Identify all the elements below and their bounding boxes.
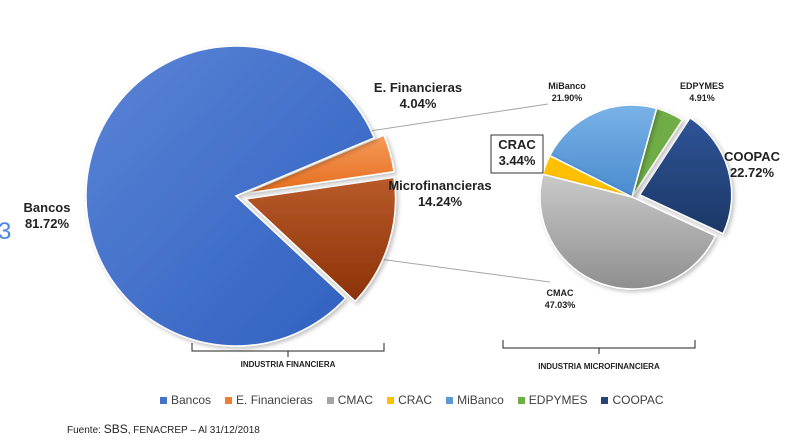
pie1-slice-microfinancieras xyxy=(243,176,397,303)
pie1-label-microfinancieras: Microfinancieras xyxy=(388,178,491,193)
legend-swatch-crac xyxy=(387,396,395,404)
legend-label-e-financieras: E. Financieras xyxy=(236,393,313,407)
pie1-value-bancos: 81.72% xyxy=(25,216,70,231)
legend-label-crac: CRAC xyxy=(398,393,433,407)
pie1-label-e-financieras: E. Financieras xyxy=(374,80,462,95)
legend-item-bancos: Bancos xyxy=(160,393,211,407)
pie2-value-mibanco: 21.90% xyxy=(552,93,583,103)
source-sbs: SBS xyxy=(103,422,128,436)
connector-lines xyxy=(369,103,551,283)
pie2-value-coopac: 22.72% xyxy=(730,165,775,180)
legend-swatch-coopac xyxy=(601,396,609,404)
pie2-label-crac: CRAC xyxy=(498,137,536,152)
legend-item-mibanco: MiBanco xyxy=(446,393,504,407)
bracket-industria-financiera: INDUSTRIA FINANCIERA xyxy=(191,343,385,369)
pie2-label-cmac: CMAC xyxy=(547,288,574,298)
pie2-label-mibanco: MiBanco xyxy=(548,81,586,91)
pie2-label-edpymes: EDPYMES xyxy=(680,81,724,91)
bracket-industria-financiera-caption: INDUSTRIA FINANCIERA xyxy=(241,360,336,369)
pie1-value-microfinancieras: 14.24% xyxy=(418,194,463,209)
legend-item-cmac: CMAC xyxy=(326,393,374,407)
pie2-value-crac: 3.44% xyxy=(499,153,536,168)
legend-label-coopac: COOPAC xyxy=(612,393,664,407)
source-prefix: Fuente: xyxy=(67,425,104,436)
legend-swatch-cmac xyxy=(326,396,334,404)
legend-label-edpymes: EDPYMES xyxy=(528,393,588,407)
pie2-label-coopac: COOPAC xyxy=(724,149,781,164)
bracket-industria-microfinanciera-line xyxy=(502,340,696,354)
legend-item-e-financieras: E. Financieras xyxy=(225,393,313,407)
legend-swatch-edpymes xyxy=(517,396,525,404)
edge-glyph: 3 xyxy=(0,218,12,245)
pie1-slice-e-financieras xyxy=(245,134,395,195)
pie1-slice-bancos xyxy=(85,45,376,347)
pie2-slice-coopac xyxy=(638,116,733,235)
legend-swatch-e-financieras xyxy=(225,396,233,404)
legend-label-mibanco: MiBanco xyxy=(457,393,504,407)
pie1-label-bancos: Bancos xyxy=(24,200,71,215)
pie2-value-cmac: 47.03% xyxy=(545,300,576,310)
bracket-industria-microfinanciera: INDUSTRIA MICROFINANCIERA xyxy=(502,340,696,371)
bracket-industria-microfinanciera-caption: INDUSTRIA MICROFINANCIERA xyxy=(538,362,660,371)
pie2-value-edpymes: 4.91% xyxy=(689,93,715,103)
legend-item-edpymes: EDPYMES xyxy=(517,393,588,407)
source-note: Fuente: SBS, FENACREP – Al 31/12/2018 xyxy=(67,422,260,436)
legend: Bancos E. Financieras CMAC CRAC MiBanco EDPYM… xyxy=(160,393,664,407)
legend-swatch-bancos xyxy=(160,396,167,404)
pie2-slice-mibanco xyxy=(548,104,658,199)
legend-swatch-mibanco xyxy=(446,396,454,404)
connector-top xyxy=(369,103,549,132)
pie1-value-e-financieras: 4.04% xyxy=(400,96,437,111)
legend-label-cmac: CMAC xyxy=(337,393,374,407)
legend-item-coopac: COOPAC xyxy=(601,393,664,407)
connector-bottom xyxy=(371,257,551,283)
legend-label-bancos: Bancos xyxy=(171,393,212,407)
pie2-slice-cmac xyxy=(539,173,717,290)
legend-item-crac: CRAC xyxy=(387,393,432,407)
bracket-industria-financiera-line xyxy=(191,343,385,357)
source-rest: , FENACREP – Al 31/12/2018 xyxy=(127,425,260,436)
crac-label-box xyxy=(490,134,544,174)
